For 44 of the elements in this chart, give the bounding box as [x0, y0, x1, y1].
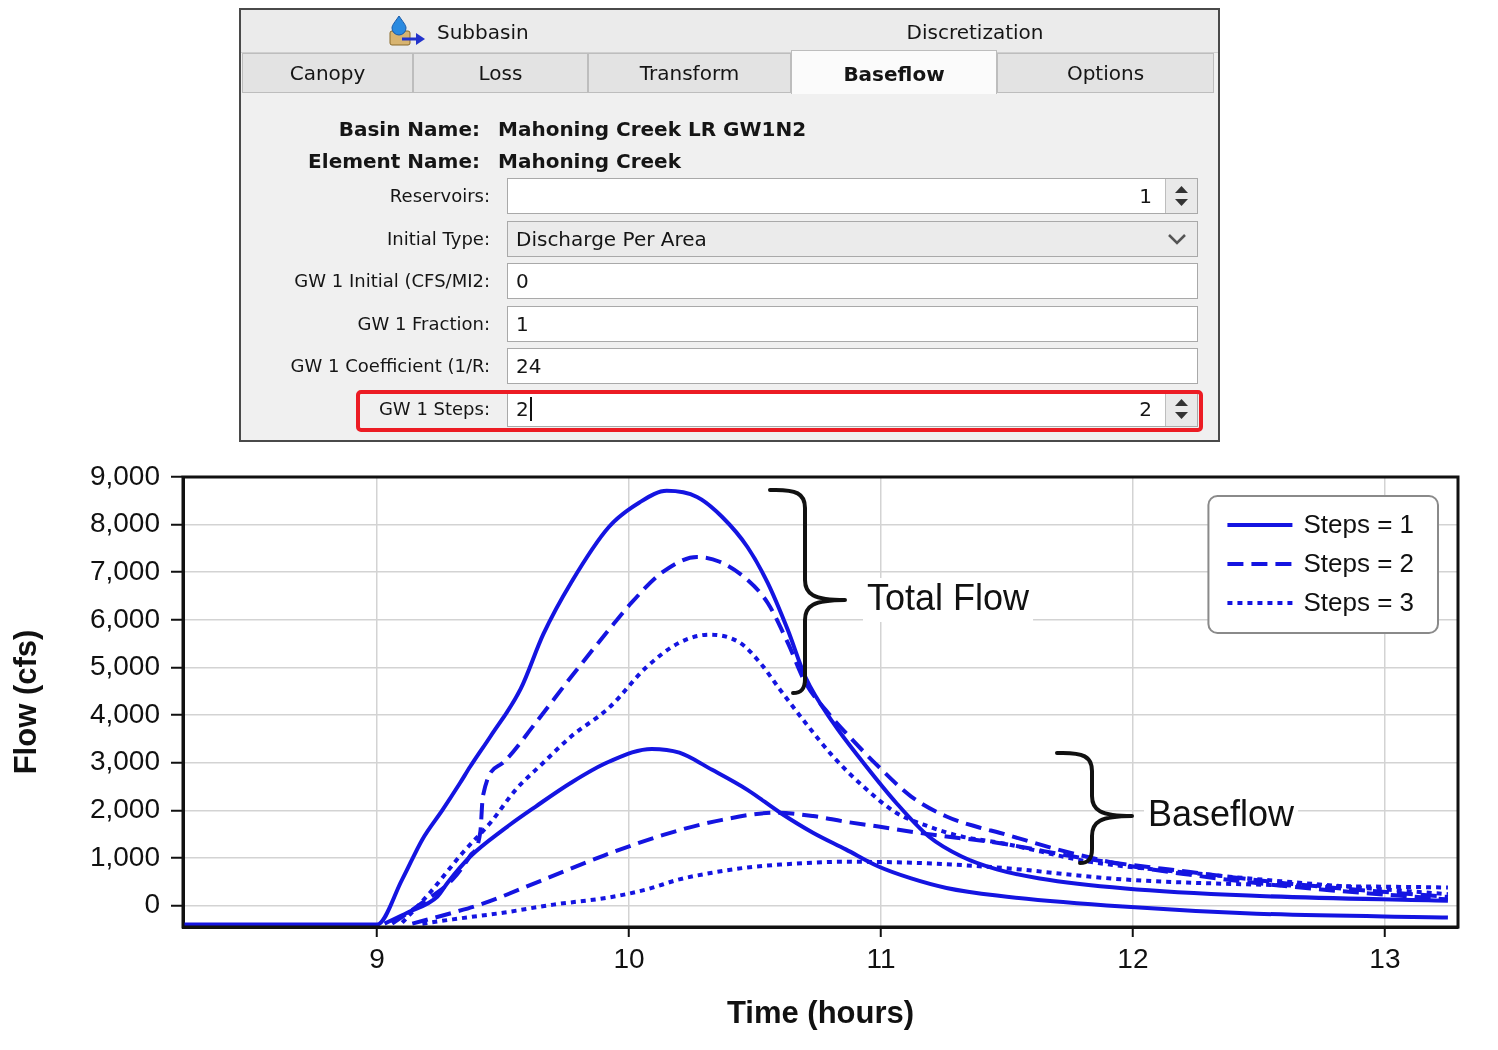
x-axis-title: Time (hours) [726, 994, 915, 1030]
text: Subbasin [437, 19, 529, 44]
y-tick-label: 2,000 [89, 793, 160, 825]
legend-label: Steps = 1 [1303, 509, 1414, 540]
x-tick-label: 12 [1117, 942, 1149, 974]
text: GW 1 Steps: [378, 397, 490, 420]
text-field: 1 [507, 306, 1198, 342]
text: GW 1 Initial (CFS/MI2: [294, 269, 490, 292]
y-tick-label: 1,000 [89, 840, 160, 872]
y-tick-label: 9,000 [89, 459, 160, 491]
legend-label: Steps = 3 [1303, 587, 1414, 618]
number-field: 1 [507, 178, 1198, 214]
text: Mahoning Creek LR GW1N2 [498, 116, 807, 141]
tab: Baseflow [791, 50, 997, 94]
x-tick-label: 13 [1369, 942, 1401, 974]
tab: Options [997, 53, 1214, 93]
y-tick-label: 8,000 [89, 507, 160, 539]
tab: Canopy [242, 53, 413, 93]
tab: Loss [413, 53, 588, 93]
text: Mahoning Creek [498, 148, 681, 173]
text: Initial Type: [387, 227, 490, 250]
y-axis-title: Flow (cfs) [8, 629, 44, 775]
annotation: Total Flow [867, 576, 1031, 618]
y-tick-label: 0 [144, 888, 160, 920]
text: Element Name: [308, 148, 480, 173]
annotation: Baseflow [1148, 792, 1296, 834]
legend-label: Steps = 2 [1303, 548, 1414, 579]
y-tick-label: 4,000 [89, 697, 160, 729]
x-tick-label: 10 [613, 942, 645, 974]
text-field: 0 [507, 263, 1198, 299]
text-field: 24 [507, 348, 1198, 384]
text: GW 1 Coefficient (1/R: [290, 354, 490, 377]
text: Discretization [906, 19, 1044, 44]
x-tick-label: 11 [866, 942, 896, 974]
x-tick-label: 9 [369, 942, 385, 974]
y-tick-label: 3,000 [89, 745, 160, 777]
y-tick-label: 7,000 [89, 554, 160, 586]
text: Basin Name: [338, 116, 480, 141]
dropdown: Discharge Per Area [507, 221, 1198, 257]
tab: Transform [588, 53, 791, 93]
text: Reservoirs: [389, 184, 490, 207]
y-tick-label: 5,000 [89, 650, 160, 682]
y-tick-label: 6,000 [89, 602, 160, 634]
text: GW 1 Fraction: [357, 312, 490, 335]
